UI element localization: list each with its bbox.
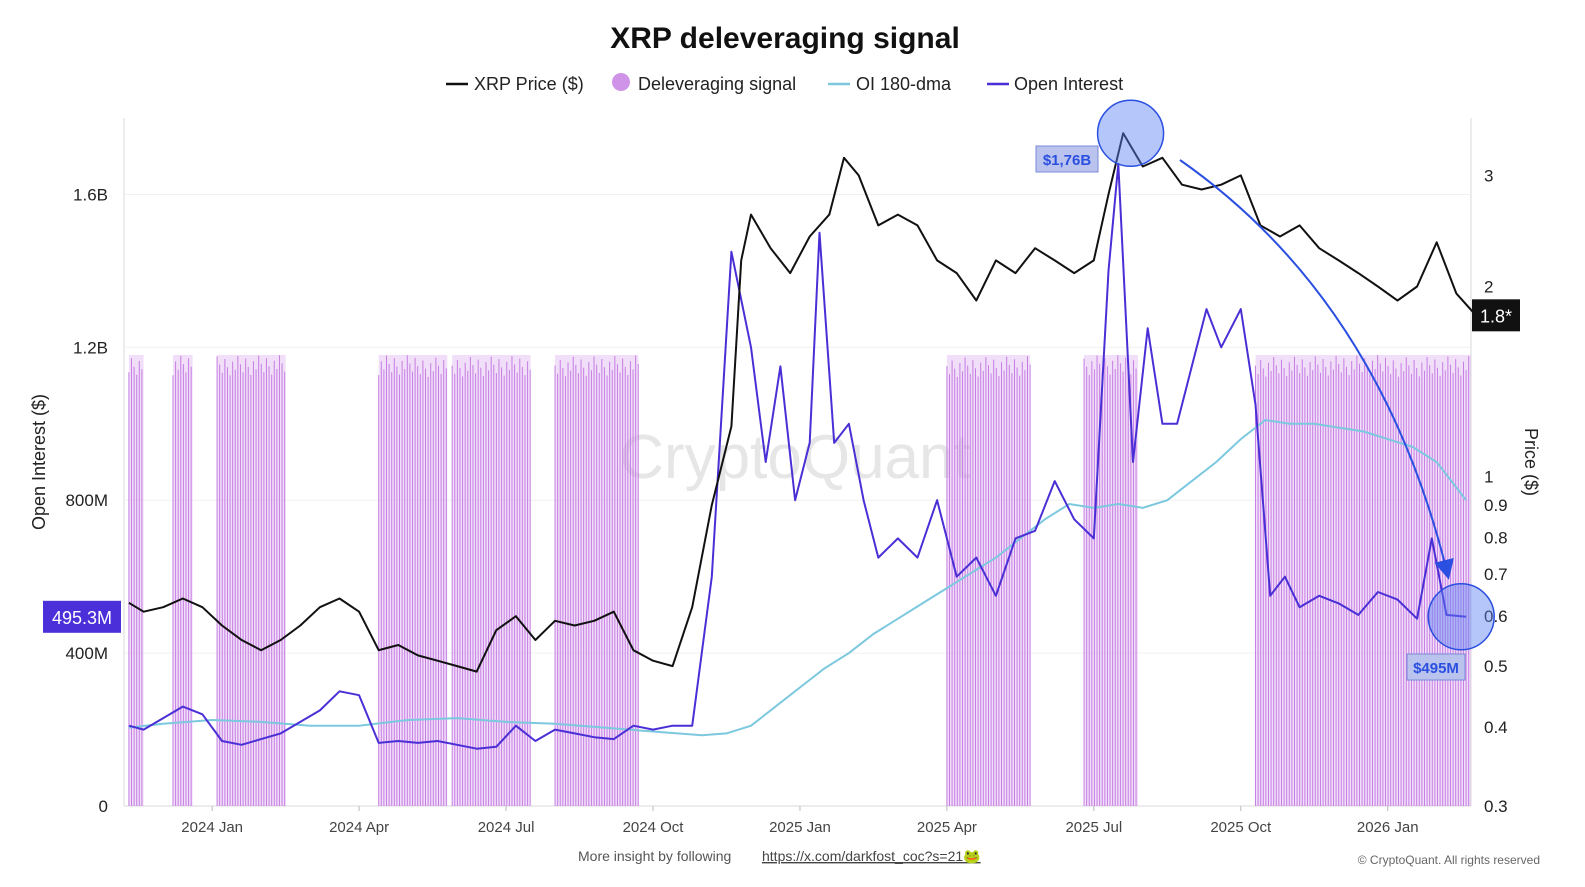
footer-link[interactable]: https://x.com/darkfost_coc?s=21🐸 xyxy=(762,848,981,864)
right-tick-label: 2 xyxy=(1484,277,1493,296)
x-tick-label: 2025 Apr xyxy=(917,819,977,836)
watermark: CryptoQuant xyxy=(619,423,971,492)
right-tick-label: 0.5 xyxy=(1484,657,1508,676)
left-tick-label: 1.2B xyxy=(73,338,108,357)
right-tick-label: 0.7 xyxy=(1484,565,1508,584)
xrp-price-line xyxy=(128,132,1477,673)
deleveraging-signal-bars xyxy=(128,354,1471,806)
legend-oi-label: Open Interest xyxy=(1014,74,1123,94)
right-tick-label: 0.8 xyxy=(1484,528,1508,547)
left-axis-ticks: 0 400M 800M 1.2B 1.6B xyxy=(65,185,108,816)
right-axis-title: Price ($) xyxy=(1521,428,1541,496)
x-tick-label: 2024 Jan xyxy=(181,819,243,836)
chart-title: XRP deleveraging signal xyxy=(610,22,960,55)
signal-region xyxy=(1084,354,1138,806)
x-tick-label: 2025 Jul xyxy=(1065,819,1122,836)
legend-price-label: XRP Price ($) xyxy=(474,74,584,94)
x-tick-label: 2026 Jan xyxy=(1357,819,1419,836)
right-axis-ticks: 0.3 0.4 0.5 0.6 0.7 0.8 0.9 1 2 3 xyxy=(1484,166,1508,816)
legend-dma-label: OI 180-dma xyxy=(856,74,952,94)
left-tick-label: 400M xyxy=(65,644,108,663)
peak-highlight-circle xyxy=(1096,99,1165,168)
left-axis-title: Open Interest ($) xyxy=(29,394,49,530)
peak-annotation-box xyxy=(1035,145,1099,173)
end-highlight-circle xyxy=(1427,583,1495,651)
left-marker-label: 495.3M xyxy=(52,608,112,628)
right-tick-label: 0.6 xyxy=(1484,607,1508,626)
legend-signal-label: Deleveraging signal xyxy=(638,74,796,94)
peak-annotation-label: $1,76B xyxy=(1043,152,1092,169)
right-tick-label: 0.9 xyxy=(1484,496,1508,515)
right-tick-label: 0.3 xyxy=(1484,797,1508,816)
left-tick-label: 800M xyxy=(65,491,108,510)
right-tick-label: 0.4 xyxy=(1484,718,1508,737)
end-annotation: $495M xyxy=(1406,653,1466,681)
peak-annotation: $1,76B xyxy=(1035,145,1099,173)
left-tick-label: 1.6B xyxy=(73,185,108,204)
x-tick-label: 2024 Oct xyxy=(623,819,685,836)
legend-signal-swatch xyxy=(612,73,630,91)
open-interest-line xyxy=(128,162,1467,750)
x-tick-label: 2024 Jul xyxy=(478,819,535,836)
oi-180dma-line xyxy=(128,418,1467,737)
right-tick-label: 1 xyxy=(1484,467,1493,486)
right-tick-label: 3 xyxy=(1484,166,1493,185)
right-marker-label: 1.8* xyxy=(1480,306,1512,326)
trend-arrow xyxy=(1179,159,1454,580)
footer-text: More insight by following xyxy=(578,848,731,864)
left-axis-marker: 495.3M xyxy=(43,600,121,633)
copyright-text: © CryptoQuant. All rights reserved xyxy=(1358,853,1540,867)
x-tick-label: 2025 Jan xyxy=(769,819,831,836)
legend: XRP Price ($) Deleveraging signal OI 180… xyxy=(446,73,1123,94)
x-tick-label: 2025 Oct xyxy=(1210,819,1272,836)
right-marker-bg xyxy=(1472,299,1520,332)
end-annotation-label: $495M xyxy=(1413,660,1459,677)
left-marker-bg xyxy=(43,600,121,633)
end-annotation-box xyxy=(1406,653,1466,681)
left-tick-label: 0 xyxy=(99,797,108,816)
x-tick-label: 2024 Apr xyxy=(329,819,389,836)
x-axis-ticks: 2024 Jan 2024 Apr 2024 Jul 2024 Oct 2025 Jan… xyxy=(181,806,1419,836)
right-axis-marker: 1.8* xyxy=(1472,299,1520,332)
